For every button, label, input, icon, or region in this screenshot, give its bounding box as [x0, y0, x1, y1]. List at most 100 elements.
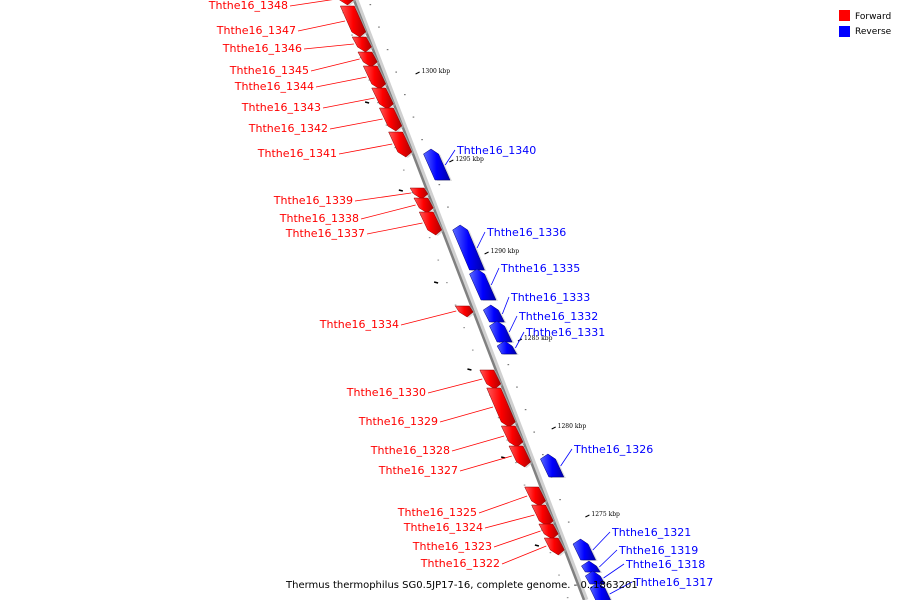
- gene-ththe16-1317[interactable]: Ththe16_1317: [589, 576, 713, 600]
- gene-ththe16-1341-leader: [338, 143, 393, 155]
- gene-ththe16-1317-arrow[interactable]: [589, 582, 613, 600]
- gene-ththe16-1334-arrow[interactable]: [454, 305, 474, 318]
- gene-ththe16-1336[interactable]: Ththe16_1336: [452, 224, 567, 271]
- gene-ththe16-1332-arrow[interactable]: [489, 320, 513, 343]
- gene-ththe16-1336-leader: [476, 231, 486, 249]
- gene-ththe16-1322[interactable]: Ththe16_1322: [420, 537, 567, 570]
- minor-tick: [497, 417, 500, 419]
- minor-tick: [515, 462, 517, 464]
- gene-ththe16-1328-arrow[interactable]: [500, 425, 524, 448]
- gene-ththe16-1327[interactable]: Ththe16_1327: [378, 445, 533, 477]
- gene-ththe16-1329-label: Ththe16_1329: [358, 415, 438, 428]
- gene-ththe16-1331[interactable]: Ththe16_1331: [496, 326, 605, 355]
- gene-ththe16-1339[interactable]: Ththe16_1339: [273, 187, 430, 207]
- gene-ththe16-1326[interactable]: Ththe16_1326: [540, 443, 653, 478]
- major-tick-mark: [534, 544, 540, 547]
- gene-ththe16-1321[interactable]: Ththe16_1321: [572, 526, 691, 561]
- gene-ththe16-1346[interactable]: Ththe16_1346: [222, 36, 374, 55]
- minor-tick: [567, 521, 570, 523]
- legend-reverse-label: Reverse: [855, 27, 892, 37]
- gene-ththe16-1335-arrow[interactable]: [469, 268, 497, 301]
- gene-ththe16-1340-arrow[interactable]: [423, 148, 451, 181]
- gene-ththe16-1344-label: Ththe16_1344: [234, 80, 314, 93]
- gene-ththe16-1322-leader: [501, 545, 547, 565]
- gene-ththe16-1329[interactable]: Ththe16_1329: [358, 387, 518, 428]
- gene-ththe16-1325[interactable]: Ththe16_1325: [397, 486, 548, 519]
- major-tick-mark: [433, 281, 439, 284]
- gene-ththe16-1347[interactable]: Ththe16_1347: [216, 5, 368, 38]
- gene-ththe16-1342[interactable]: Ththe16_1342: [248, 107, 404, 135]
- gene-ththe16-1334[interactable]: Ththe16_1334: [319, 305, 476, 331]
- gene-ththe16-1329-leader: [439, 406, 494, 423]
- gene-ththe16-1346-arrow[interactable]: [351, 36, 372, 53]
- gene-ththe16-1330[interactable]: Ththe16_1330: [346, 369, 503, 399]
- gene-ththe16-1334-leader: [400, 310, 457, 326]
- gene-ththe16-1344-arrow[interactable]: [362, 65, 387, 90]
- gene-ththe16-1342-arrow[interactable]: [379, 107, 403, 132]
- gene-ththe16-1344[interactable]: Ththe16_1344: [234, 65, 388, 93]
- gene-ththe16-1341-arrow[interactable]: [388, 131, 413, 158]
- gene-ththe16-1327-label: Ththe16_1327: [378, 464, 458, 477]
- gene-ththe16-1344-leader: [315, 76, 367, 88]
- gene-ththe16-1342-label: Ththe16_1342: [248, 122, 328, 135]
- gene-ththe16-1324-arrow[interactable]: [531, 504, 554, 527]
- gene-ththe16-1338-leader: [360, 204, 416, 220]
- gene-ththe16-1345-arrow[interactable]: [357, 51, 378, 68]
- tick-label-1275-kbp: 1275 kbp: [591, 511, 620, 518]
- minor-tick: [369, 4, 372, 6]
- minor-tick: [437, 259, 440, 261]
- minor-tick: [454, 304, 457, 306]
- gene-ththe16-1319[interactable]: Ththe16_1319: [581, 544, 698, 573]
- gene-ththe16-1338-arrow[interactable]: [413, 197, 434, 214]
- gene-ththe16-1328[interactable]: Ththe16_1328: [370, 425, 525, 457]
- gene-ththe16-1337-arrow[interactable]: [418, 211, 443, 236]
- gene-ththe16-1318[interactable]: Ththe16_1318: [584, 558, 705, 585]
- gene-ththe16-1324[interactable]: Ththe16_1324: [403, 504, 556, 534]
- gene-ththe16-1339-arrow[interactable]: [409, 187, 429, 200]
- gene-ththe16-1343-label: Ththe16_1343: [241, 101, 321, 114]
- minor-tick: [378, 26, 380, 28]
- gene-ththe16-1322-arrow[interactable]: [543, 537, 565, 556]
- gene-ththe16-1340[interactable]: Ththe16_1340: [423, 144, 537, 181]
- gene-ththe16-1343[interactable]: Ththe16_1343: [241, 87, 396, 114]
- gene-ththe16-1335[interactable]: Ththe16_1335: [469, 262, 581, 301]
- major-tick-mark: [484, 251, 489, 255]
- gene-ththe16-1330-arrow[interactable]: [479, 369, 502, 390]
- gene-ththe16-1325-leader: [478, 495, 528, 514]
- minor-tick: [402, 169, 405, 171]
- minor-tick: [507, 364, 510, 366]
- minor-tick: [447, 206, 449, 208]
- gene-ththe16-1321-leader: [592, 531, 611, 551]
- gene-ththe16-1329-arrow[interactable]: [486, 387, 516, 428]
- gene-ththe16-1348[interactable]: Ththe16_1348: [208, 0, 356, 12]
- minor-tick: [524, 409, 527, 411]
- gene-ththe16-1337[interactable]: Ththe16_1337: [285, 211, 444, 240]
- gene-ththe16-1328-leader: [451, 435, 505, 452]
- gene-ththe16-1343-arrow[interactable]: [371, 87, 394, 110]
- gene-ththe16-1345[interactable]: Ththe16_1345: [229, 51, 380, 77]
- gene-ththe16-1319-label: Ththe16_1319: [618, 544, 698, 557]
- gene-ththe16-1321-arrow[interactable]: [572, 538, 597, 561]
- gene-ththe16-1333-leader: [501, 296, 510, 315]
- minor-tick: [411, 192, 414, 194]
- minor-tick: [559, 499, 561, 501]
- gene-ththe16-1325-arrow[interactable]: [524, 486, 546, 507]
- gene-ththe16-1347-arrow[interactable]: [339, 5, 367, 38]
- gene-ththe16-1348-arrow[interactable]: [336, 0, 354, 6]
- gene-ththe16-1331-arrow[interactable]: [496, 340, 518, 355]
- gene-ththe16-1326-arrow[interactable]: [540, 453, 565, 478]
- gene-ththe16-1323-arrow[interactable]: [538, 523, 559, 540]
- gene-ththe16-1341[interactable]: Ththe16_1341: [257, 131, 414, 160]
- major-tick-mark: [449, 159, 454, 163]
- gene-ththe16-1319-leader: [599, 549, 618, 568]
- gene-ththe16-1332[interactable]: Ththe16_1332: [489, 310, 598, 343]
- gene-ththe16-1345-label: Ththe16_1345: [229, 64, 309, 77]
- major-tick-mark: [364, 101, 370, 104]
- tick-label-1290-kbp: 1290 kbp: [491, 248, 520, 255]
- gene-ththe16-1333[interactable]: Ththe16_1333: [482, 291, 590, 323]
- gene-ththe16-1338[interactable]: Ththe16_1338: [279, 197, 436, 225]
- gene-ththe16-1323[interactable]: Ththe16_1323: [412, 523, 561, 553]
- minor-tick: [516, 386, 518, 388]
- gene-ththe16-1327-arrow[interactable]: [508, 445, 531, 468]
